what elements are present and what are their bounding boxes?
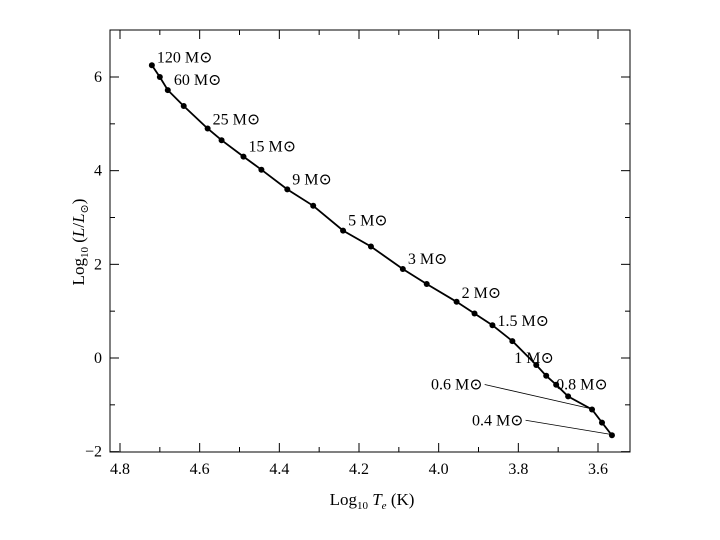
data-point: [180, 103, 187, 110]
data-point: [367, 243, 374, 250]
data-point: [453, 298, 460, 305]
x-tick-label: 4.0: [429, 461, 449, 478]
data-point: [148, 62, 155, 69]
label-leader-lines: [484, 384, 611, 435]
leader-line: [525, 419, 611, 435]
y-tick-label: 2: [94, 256, 102, 273]
mass-label: 0.6 M⊙: [431, 377, 483, 394]
data-point: [284, 186, 291, 193]
mass-label: 15 M⊙: [248, 139, 296, 156]
mass-label: 3 M⊙: [408, 251, 448, 268]
data-point: [471, 310, 478, 317]
y-tick-label: 0: [94, 350, 102, 367]
data-point: [565, 393, 572, 400]
data-point: [589, 406, 596, 413]
mass-label: 25 M⊙: [213, 112, 261, 129]
x-tick-label: 4.4: [269, 461, 289, 478]
mass-label: 2 M⊙: [462, 285, 502, 302]
data-point: [608, 432, 615, 439]
y-tick-label: −2: [85, 444, 102, 461]
x-tick-label: 4.2: [349, 461, 369, 478]
data-point: [399, 266, 406, 273]
x-axis-label: Log10 Te (K): [330, 490, 415, 512]
data-point: [553, 381, 560, 388]
data-point: [340, 227, 347, 234]
data-points: [148, 62, 615, 439]
axis-tick-labels: 4.8 4.6 4.4 4.2 4.0 3.8 3.6 −2 0 2 4 6: [85, 69, 608, 478]
mass-label: 0.8 M⊙: [556, 376, 608, 393]
mass-label: 60 M⊙: [174, 72, 222, 89]
data-point: [310, 202, 317, 209]
plot-frame: [109, 29, 631, 453]
data-point: [533, 362, 540, 369]
data-point: [164, 87, 171, 94]
mass-label: 1.5 M⊙: [497, 313, 549, 330]
data-point: [218, 137, 225, 144]
data-point: [156, 74, 163, 80]
data-point: [489, 322, 496, 329]
leader-line: [484, 384, 591, 409]
x-tick-label: 4.6: [190, 461, 210, 478]
data-point: [543, 372, 550, 379]
data-point: [258, 166, 265, 173]
data-point: [598, 419, 605, 426]
y-tick-label: 4: [94, 163, 102, 180]
x-tick-label: 3.8: [508, 461, 528, 478]
mass-label: 5 M⊙: [348, 213, 388, 230]
mass-label: 120 M⊙: [157, 49, 213, 66]
x-tick-label: 3.6: [588, 461, 608, 478]
data-point: [423, 281, 430, 288]
mass-label: 1 M⊙: [514, 350, 554, 367]
mass-labels: 120 M⊙ 60 M⊙ 25 M⊙ 15 M⊙ 9 M⊙ 5 M⊙ 3 M⊙ 2 M⊙ 1.5…: [157, 49, 608, 429]
x-tick-label: 4.8: [110, 461, 130, 478]
y-axis-label: Log10 (L/L⊙): [69, 199, 91, 286]
data-point: [240, 153, 247, 160]
data-point: [204, 125, 211, 132]
mass-label: 0.4 M⊙: [472, 412, 524, 429]
axis-ticks: [110, 30, 630, 453]
mass-label: 9 M⊙: [292, 171, 332, 188]
data-point: [509, 338, 516, 345]
y-tick-label: 6: [94, 69, 102, 86]
